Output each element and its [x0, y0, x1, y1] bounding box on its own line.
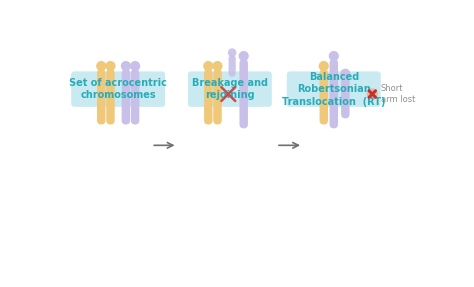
- FancyBboxPatch shape: [228, 55, 236, 77]
- FancyBboxPatch shape: [106, 69, 115, 125]
- Text: Balanced
Robertsonian
Translocation  (RT): Balanced Robertsonian Translocation (RT): [282, 72, 385, 106]
- Circle shape: [212, 61, 223, 71]
- Circle shape: [228, 48, 237, 57]
- FancyBboxPatch shape: [188, 71, 272, 107]
- Circle shape: [96, 61, 106, 71]
- FancyBboxPatch shape: [319, 69, 328, 125]
- FancyBboxPatch shape: [131, 69, 139, 125]
- FancyBboxPatch shape: [97, 69, 106, 125]
- Circle shape: [340, 69, 350, 79]
- Circle shape: [130, 61, 140, 71]
- FancyBboxPatch shape: [204, 69, 212, 125]
- FancyBboxPatch shape: [213, 69, 222, 125]
- Circle shape: [238, 51, 249, 61]
- FancyBboxPatch shape: [122, 69, 130, 125]
- FancyBboxPatch shape: [329, 59, 338, 128]
- Text: Breakage and
rejoining: Breakage and rejoining: [192, 78, 268, 100]
- FancyBboxPatch shape: [287, 71, 381, 107]
- FancyBboxPatch shape: [239, 59, 248, 128]
- FancyBboxPatch shape: [71, 71, 165, 107]
- Circle shape: [105, 61, 116, 71]
- Circle shape: [328, 51, 339, 61]
- FancyBboxPatch shape: [341, 77, 349, 118]
- Text: Short
arm lost: Short arm lost: [381, 84, 415, 104]
- Text: Set of acrocentric
chromosomes: Set of acrocentric chromosomes: [69, 78, 167, 100]
- Circle shape: [121, 61, 131, 71]
- Circle shape: [319, 61, 329, 71]
- Circle shape: [203, 61, 213, 71]
- Circle shape: [366, 88, 378, 100]
